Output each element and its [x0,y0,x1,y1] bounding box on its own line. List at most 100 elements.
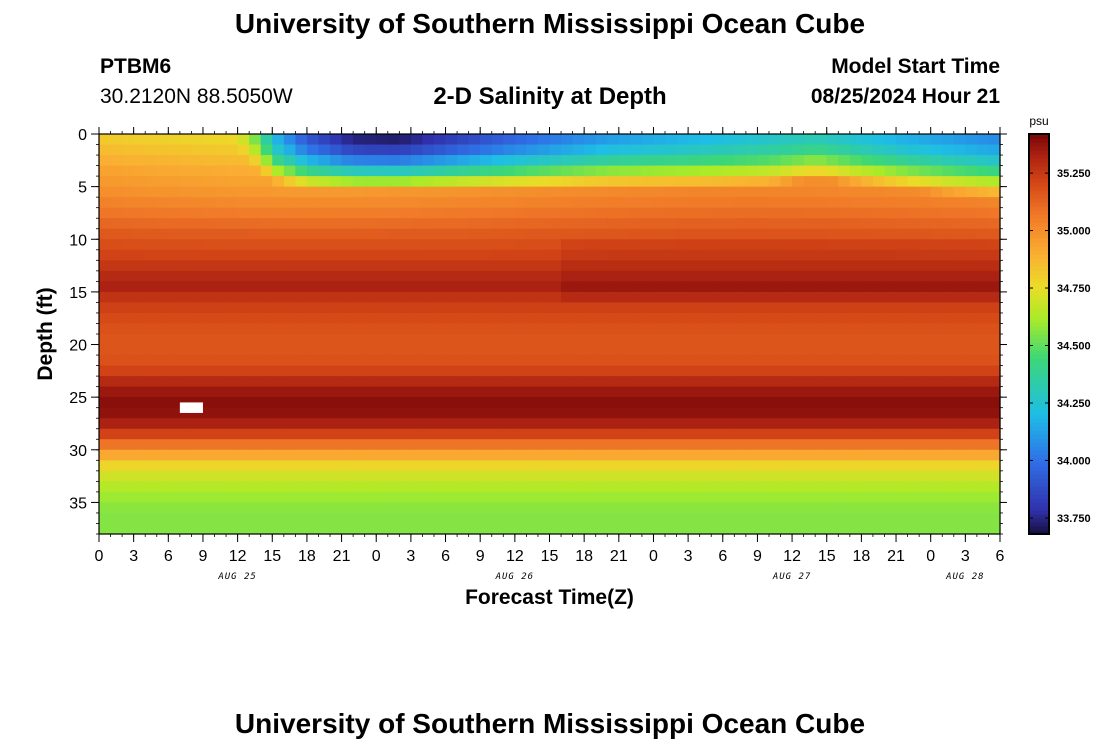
heatmap-cell [260,249,273,261]
heatmap-cell [457,165,470,177]
heatmap-cell [179,376,193,388]
heatmap-cell [919,481,932,493]
heatmap-cell [249,460,262,472]
station-coordinates: 30.2120N 88.5050W [100,85,293,108]
heatmap-cell [838,239,851,251]
heatmap-cell [433,228,447,240]
heatmap-cell [179,470,193,482]
heatmap-cell [595,281,608,293]
heatmap-cell [179,176,193,188]
heatmap-cell [168,512,181,525]
heatmap-cell [561,355,574,367]
heatmap-cell [283,334,296,346]
heatmap-cell [537,249,551,261]
heatmap-cell [480,439,493,451]
colorbar-segment [1029,466,1049,471]
heatmap-cell [214,512,227,525]
heatmap-cell [457,491,470,504]
heatmap-cell [572,460,585,472]
colorbar-segment [1029,478,1049,483]
heatmap-cell [838,218,851,230]
heatmap-cell [907,523,920,535]
heatmap-cell [630,302,643,314]
heatmap-cell [422,449,435,461]
heatmap-cell [595,207,608,219]
heatmap-cell [295,186,308,198]
heatmap-cell [145,386,158,398]
heatmap-cell [318,418,331,430]
heatmap-cell [930,470,943,482]
heatmap-cell [514,376,527,388]
heatmap-cell [757,428,770,440]
heatmap-cell [237,281,250,293]
heatmap-cell [699,312,712,325]
heatmap-cell [884,260,897,272]
heatmap-cell [272,481,285,493]
heatmap-cell [376,155,389,167]
heatmap-cell [318,165,331,177]
heatmap-cell [618,512,631,525]
heatmap-cell [526,291,539,304]
heatmap-cell [884,270,897,282]
heatmap-cell [491,418,504,430]
heatmap-cell [815,260,828,272]
heatmap-cell [249,470,262,482]
heatmap-cell [99,249,112,261]
heatmap-cell [745,228,759,240]
heatmap-cell [688,344,701,356]
heatmap-cell [364,355,377,367]
heatmap-cell [930,344,943,356]
heatmap-cell [965,397,978,409]
heatmap-cell [907,428,920,440]
heatmap-cell [387,291,400,304]
heatmap-cell [665,460,678,472]
heatmap-cell [745,155,759,167]
heatmap-cell [988,134,1001,146]
heatmap-cell [168,386,181,398]
heatmap-cell [907,334,920,346]
heatmap-cell [503,386,516,398]
heatmap-cell [861,512,874,525]
heatmap-cell [607,439,620,451]
heatmap-cell [399,481,412,493]
heatmap-cell [330,439,343,451]
heatmap-cell [237,523,250,535]
heatmap-cell [260,449,273,461]
heatmap-cell [445,512,458,525]
heatmap-cell [133,344,146,356]
heatmap-cell [503,249,516,261]
heatmap-cell [641,134,655,146]
heatmap-cell [953,491,966,504]
heatmap-cell [168,523,181,535]
heatmap-cell [480,376,493,388]
heatmap-cell [306,239,320,251]
heatmap-cell [179,197,193,209]
heatmap-cell [953,418,966,430]
heatmap-cell [306,312,320,325]
heatmap-cell [988,365,1001,377]
heatmap-cell [595,302,608,314]
heatmap-cell [376,249,389,261]
heatmap-cell [283,344,296,356]
heatmap-cell [757,249,770,261]
heatmap-cell [145,302,158,314]
heatmap-cell [930,512,943,525]
heatmap-cell [272,323,285,335]
heatmap-cell [537,218,551,230]
heatmap-cell [953,165,966,177]
heatmap-cell [572,218,585,230]
heatmap-cell [445,155,458,167]
heatmap-cell [815,376,828,388]
heatmap-cell [168,355,181,367]
heatmap-cell [133,228,146,240]
heatmap-cell [734,249,747,261]
heatmap-cell [861,365,874,377]
heatmap-cell [988,418,1001,430]
heatmap-cell [653,165,666,177]
heatmap-cell [480,502,493,514]
heatmap-cell [965,344,978,356]
heatmap-cell [757,481,770,493]
heatmap-cell [133,186,146,198]
heatmap-cell [110,260,123,272]
heatmap-cell [549,428,562,440]
